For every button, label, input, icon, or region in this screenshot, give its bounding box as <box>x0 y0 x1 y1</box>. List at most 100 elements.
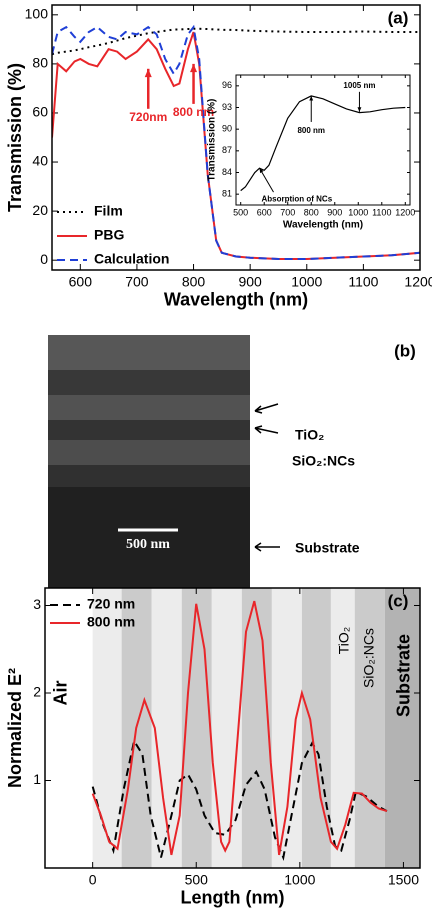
axes-frame <box>51 4 421 271</box>
annotation-arrowhead <box>309 95 314 101</box>
x-tick-label: 1000 <box>284 871 315 887</box>
micrograph-band <box>48 370 250 395</box>
x-tick-label: 700 <box>125 273 149 289</box>
y-tick-label: 96 <box>222 80 232 90</box>
chart: 500 600 700 800 900 1000 1100 1200 81 84 87 90 93 96 W… <box>207 74 415 230</box>
series-line <box>91 600 388 856</box>
y-tick-label: 80 <box>32 55 48 71</box>
y-tick-label: 100 <box>25 6 49 22</box>
y-tick-label: 1 <box>33 771 41 787</box>
region-label: Air <box>50 680 70 705</box>
plot-area <box>236 75 410 205</box>
x-tick-label: 900 <box>327 207 342 217</box>
layer-band <box>241 588 272 868</box>
region-label: TiO₂ <box>335 627 351 654</box>
panel-label: (c) <box>388 591 409 610</box>
annotation: 800 nm <box>173 105 214 119</box>
panel-label: (b) <box>394 341 416 360</box>
annotation: 720nm <box>129 110 167 124</box>
x-tick-label: 500 <box>233 207 248 217</box>
arrow <box>254 425 279 434</box>
micrograph-band <box>48 420 250 440</box>
series-line <box>52 31 420 260</box>
series-group <box>52 24 420 260</box>
y-tick-label: 84 <box>222 167 232 177</box>
annotation: 800 nm <box>297 126 325 135</box>
legend-label: 720 nm <box>87 596 135 612</box>
series-line <box>240 95 406 192</box>
layer-band <box>92 588 122 868</box>
legend-label: Film <box>94 203 123 219</box>
x-axis-label: Wavelength (nm) <box>283 219 363 230</box>
y-tick-label: 90 <box>222 124 232 134</box>
x-tick-label: 1200 <box>404 273 432 289</box>
annotation-arrowhead <box>259 168 264 174</box>
series-group <box>91 600 388 861</box>
micrograph-band <box>48 395 250 420</box>
y-axis-label: Transmission (%) <box>5 63 25 212</box>
region-label: SiO₂:NCs <box>361 628 377 688</box>
x-tick-label: 500 <box>185 871 209 887</box>
x-tick-label: 1000 <box>291 273 322 289</box>
layer-label: SiO₂:NCs <box>292 453 355 469</box>
y-axis-label: Normalized E² <box>5 668 25 788</box>
layer-band <box>384 588 420 868</box>
x-tick-label: 700 <box>280 207 295 217</box>
x-tick-label: 1500 <box>388 871 419 887</box>
micrograph-band <box>48 465 250 487</box>
annotation: 1005 nm <box>343 81 375 90</box>
y-tick-label: 3 <box>33 596 41 612</box>
layer-label: Substrate <box>295 540 360 556</box>
y-tick-label: 2 <box>33 684 41 700</box>
panel-label: (a) <box>388 8 409 27</box>
arrow <box>254 542 280 552</box>
y-tick-label: 81 <box>222 189 232 199</box>
x-tick-label: 1100 <box>348 273 378 289</box>
y-tick-label: 87 <box>222 145 232 155</box>
micrograph-band <box>48 335 250 370</box>
axes-frame <box>44 587 421 869</box>
x-tick-label: 600 <box>69 273 93 289</box>
axes-frame <box>235 74 411 206</box>
x-tick-label: 1000 <box>348 207 368 217</box>
y-tick-label: 93 <box>222 102 232 112</box>
x-tick-label: 600 <box>257 207 272 217</box>
x-tick-label: 800 <box>182 273 206 289</box>
region-label: Substrate <box>394 634 414 717</box>
x-tick-label: 800 <box>304 207 319 217</box>
series-group <box>240 95 406 192</box>
annotation-arrow <box>259 167 274 193</box>
y-tick-label: 40 <box>32 153 48 169</box>
y-tick-label: 20 <box>32 202 48 218</box>
layer-label: TiO₂ <box>295 427 324 443</box>
annotation-arrowhead <box>144 68 152 78</box>
layer-band <box>330 588 355 868</box>
x-tick-label: 900 <box>238 273 262 289</box>
y-tick-label: 60 <box>32 104 48 120</box>
layer-band <box>211 588 242 868</box>
scale-bar-label: 500 nm <box>126 537 170 552</box>
x-axis-label: Length (nm) <box>181 888 285 908</box>
y-tick-label: 0 <box>40 251 48 267</box>
legend-label: 800 nm <box>87 614 135 630</box>
annotation-arrowhead <box>190 63 198 73</box>
series-line <box>52 24 420 260</box>
chart: 0 500 1000 1500 1 2 3 Length (nm) Normalized E² (… <box>5 587 421 908</box>
layer-band <box>181 588 212 868</box>
layer-band <box>354 588 385 868</box>
y-axis-label: Transmission (%) <box>207 99 218 182</box>
x-axis-label: Wavelength (nm) <box>164 290 308 310</box>
x-tick-label: 0 <box>89 871 97 887</box>
micrograph-band <box>48 440 250 465</box>
series-line <box>91 738 388 861</box>
x-tick-label: 1100 <box>372 207 391 217</box>
annotation: Absorption of NCs <box>262 194 333 203</box>
legend-label: PBG <box>94 227 124 243</box>
legend-label: Calculation <box>94 251 169 267</box>
arrow <box>254 403 279 414</box>
micrograph: 500 nm (b) TiO₂ SiO₂:NCs Substrate <box>48 335 416 590</box>
x-tick-label: 1200 <box>395 207 415 217</box>
series-line <box>52 27 420 56</box>
annotation-arrowhead <box>357 107 362 112</box>
